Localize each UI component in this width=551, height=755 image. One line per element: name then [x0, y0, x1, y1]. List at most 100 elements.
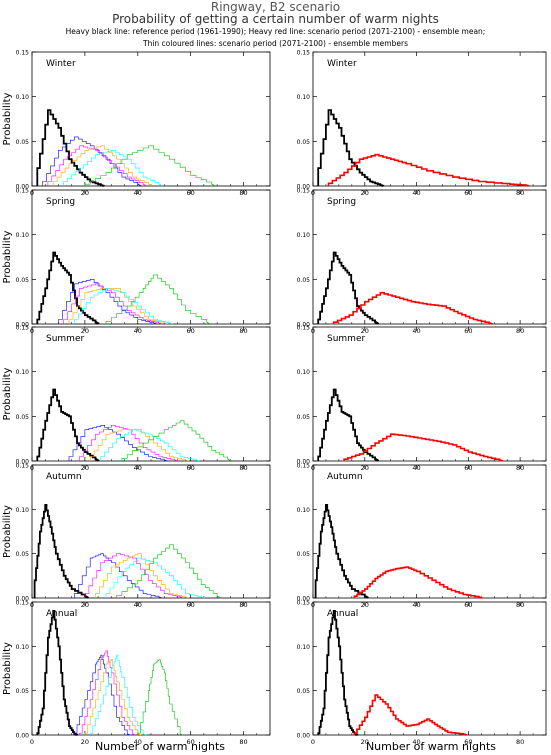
panel-label-spring-mean: Spring: [327, 197, 356, 207]
y-tick-label-winter-members: 0.15: [16, 50, 30, 57]
member-series-winter-members-2: [47, 145, 147, 186]
member-series-summer-members-2: [79, 425, 179, 462]
y-tick-label-annual-mean: 0.05: [297, 688, 311, 695]
y-tick-label-summer-members: 0.00: [16, 459, 30, 466]
ensemble-mean-series-spring-mean: [332, 291, 493, 325]
member-series-spring-members-5: [105, 274, 210, 324]
panel-label-spring-members: Spring: [46, 197, 75, 207]
x-tick-label-annual-members: 80: [239, 738, 247, 746]
member-series-autumn-members-1: [74, 553, 163, 599]
y-tick-label-summer-members: 0.05: [16, 414, 30, 421]
x-tick-label-annual-members: 20: [81, 738, 89, 746]
y-tick-label-summer-members: 0.10: [16, 369, 30, 376]
plot-frame-autumn-members: [31, 464, 271, 599]
member-series-summer-members-5: [121, 420, 231, 461]
y-tick-label-annual-members: 0.05: [16, 688, 30, 695]
reference-series-summer-members: [36, 388, 100, 462]
y-tick-label-winter-mean: 0.05: [297, 139, 311, 146]
y-tick-label-winter-members: 0.05: [16, 139, 30, 146]
y-tick-label-spring-mean: 0.10: [297, 232, 311, 239]
y-tick-label-annual-members: 0.10: [16, 644, 30, 651]
reference-series-autumn-members: [33, 504, 89, 599]
y-tick-label-winter-members: 0.00: [16, 184, 30, 191]
y-tick-label-summer-mean: 0.00: [297, 459, 311, 466]
member-series-winter-members-3: [52, 145, 152, 186]
panel-label-annual-members: Annual: [46, 609, 77, 619]
y-tick-label-autumn-mean: 0.10: [297, 507, 311, 514]
y-tick-label-summer-mean: 0.10: [297, 369, 311, 376]
y-tick-label-spring-members: 0.05: [16, 277, 30, 284]
reference-series-spring-mean: [317, 251, 379, 325]
reference-series-autumn-mean: [314, 504, 369, 599]
y-tick-label-winter-mean: 0.10: [297, 94, 311, 101]
reference-series-annual-mean: [317, 610, 359, 736]
member-series-autumn-members-3: [95, 553, 189, 599]
panel-label-winter-mean: Winter: [327, 59, 357, 69]
member-series-spring-members-1: [58, 279, 157, 325]
y-tick-label-autumn-members: 0.10: [16, 507, 30, 514]
y-tick-label-annual-mean: 0.00: [297, 733, 311, 740]
y-tick-label-autumn-members: 0.00: [16, 596, 30, 603]
ensemble-mean-series-winter-mean: [327, 153, 530, 187]
x-tick-label-annual-mean: 40: [412, 738, 420, 746]
member-series-summer-members-4: [100, 429, 200, 462]
y-axis-label-autumn-members: Probability: [2, 505, 13, 558]
y-tick-label-summer-mean: 0.15: [297, 325, 311, 332]
y-tick-label-spring-mean: 0.05: [297, 277, 311, 284]
panel-label-autumn-mean: Autumn: [327, 472, 363, 482]
x-axis-title-left: Number of warm nights: [94, 740, 226, 753]
y-tick-label-annual-mean: 0.15: [297, 600, 311, 607]
y-tick-label-summer-members: 0.15: [16, 325, 30, 332]
y-tick-label-autumn-members: 0.15: [16, 463, 30, 470]
member-series-annual-members-2: [79, 650, 136, 736]
chart-subtitle: Probability of getting a certain number …: [112, 12, 439, 26]
reference-series-winter-members: [36, 109, 105, 187]
member-series-annual-members-3: [84, 659, 142, 736]
member-series-annual-members-5: [137, 659, 184, 736]
chart-title: Ringway, B2 scenario: [210, 0, 341, 14]
member-series-autumn-members-4: [105, 557, 205, 599]
y-tick-label-winter-mean: 0.15: [297, 50, 311, 57]
plot-frame-summer-members: [31, 326, 271, 462]
member-series-autumn-members-5: [116, 544, 221, 598]
y-tick-label-spring-members: 0.15: [16, 188, 30, 195]
x-tick-label-annual-mean: 80: [516, 738, 524, 746]
y-tick-label-spring-mean: 0.00: [297, 322, 311, 329]
member-series-annual-members-1: [74, 654, 131, 736]
x-axis-title-right: Number of warm nights: [365, 740, 497, 753]
reference-series-spring-members: [36, 251, 100, 325]
y-tick-label-annual-mean: 0.10: [297, 644, 311, 651]
member-series-spring-members-3: [68, 288, 168, 325]
y-tick-label-autumn-mean: 0.15: [297, 463, 311, 470]
plot-frame-winter-members: [31, 51, 271, 187]
chart-note-2: Thin coloured lines: scenario period (20…: [143, 39, 408, 48]
member-series-autumn-members-2: [84, 553, 184, 599]
y-tick-label-autumn-members: 0.05: [16, 551, 30, 558]
y-tick-label-summer-mean: 0.05: [297, 414, 311, 421]
y-axis-label-annual-members: Probability: [2, 642, 13, 695]
y-tick-label-autumn-mean: 0.05: [297, 551, 311, 558]
ensemble-mean-series-annual-mean: [353, 694, 467, 736]
y-tick-label-annual-members: 0.15: [16, 600, 30, 607]
member-series-winter-members-4: [63, 150, 163, 186]
x-tick-label-annual-members: 40: [134, 738, 142, 746]
reference-series-annual-members: [36, 610, 79, 736]
x-tick-label-annual-members: 60: [187, 738, 195, 746]
member-series-summer-members-3: [89, 429, 189, 462]
panel-label-summer-members: Summer: [46, 334, 84, 344]
ensemble-mean-series-autumn-mean: [353, 566, 483, 599]
y-tick-label-annual-members: 0.00: [16, 733, 30, 740]
y-tick-label-spring-mean: 0.15: [297, 188, 311, 195]
panel-label-winter-members: Winter: [46, 59, 76, 69]
y-axis-label-winter-members: Probability: [2, 92, 13, 145]
panel-label-autumn-members: Autumn: [46, 472, 82, 482]
x-tick-label-annual-mean: 20: [361, 738, 369, 746]
reference-series-summer-mean: [317, 388, 379, 462]
member-series-spring-members-2: [63, 283, 163, 325]
plot-frame-summer-mean: [312, 326, 547, 462]
reference-series-winter-mean: [317, 109, 385, 187]
member-series-spring-members-4: [74, 288, 173, 325]
y-tick-label-autumn-mean: 0.00: [297, 596, 311, 603]
x-tick-label-annual-mean: 0: [311, 738, 315, 746]
